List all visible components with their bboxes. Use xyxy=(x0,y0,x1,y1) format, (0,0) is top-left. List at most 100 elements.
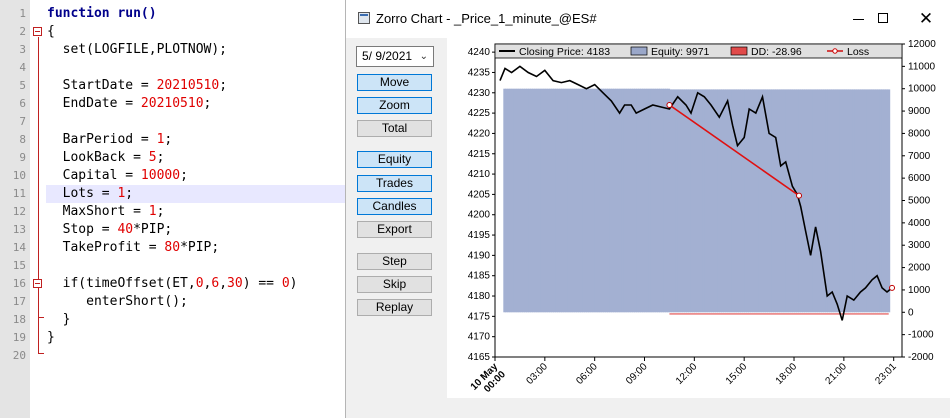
line-number: 12 xyxy=(12,205,26,218)
chart-export-button[interactable]: Export xyxy=(357,221,432,238)
chart-replay-button[interactable]: Replay xyxy=(357,299,432,316)
equity-bar xyxy=(569,88,573,313)
line-number: 10 xyxy=(12,169,26,182)
code-line[interactable]: Capital = 10000; xyxy=(47,167,188,185)
equity-bar xyxy=(717,89,720,313)
equity-bar xyxy=(681,89,685,313)
code-line[interactable]: { xyxy=(47,23,55,41)
equity-bar xyxy=(879,89,882,313)
code-line[interactable]: set(LOGFILE,PLOTNOW); xyxy=(47,41,227,59)
equity-bar xyxy=(746,89,749,313)
close-marker xyxy=(889,284,896,291)
horizontal-scrollbar[interactable] xyxy=(447,398,950,418)
equity-bar xyxy=(615,88,619,313)
fold-toggle-icon[interactable] xyxy=(33,27,42,36)
equity-bar xyxy=(868,89,872,313)
code-token: ; xyxy=(164,132,173,147)
code-line[interactable]: } xyxy=(47,329,55,347)
equity-bar xyxy=(827,89,830,313)
legend-swatch-loss-marker xyxy=(832,48,838,54)
equity-bar xyxy=(690,89,693,313)
code-token: ; xyxy=(125,186,134,201)
chart-step-button[interactable]: Step xyxy=(357,253,432,270)
x-tick-label: 03:00 xyxy=(524,361,550,387)
chart-total-button[interactable]: Total xyxy=(357,120,432,137)
code-line[interactable]: StartDate = 20210510; xyxy=(47,77,227,95)
equity-bar xyxy=(592,88,596,313)
code-line[interactable]: function run() xyxy=(47,5,157,23)
equity-bar xyxy=(611,88,614,313)
equity-bar xyxy=(588,88,592,313)
y-left-tick-label: 4200 xyxy=(468,210,491,221)
equity-bar xyxy=(613,88,617,313)
equity-bar xyxy=(544,88,548,313)
chart-equity-button[interactable]: Equity xyxy=(357,151,432,168)
title-bar[interactable]: Zorro Chart - _Price_1_minute_@ES# ✕ xyxy=(346,0,950,38)
equity-bar xyxy=(654,88,658,313)
equity-bar xyxy=(812,89,816,313)
equity-bar xyxy=(584,88,587,313)
line-number: 9 xyxy=(19,151,26,164)
equity-bar xyxy=(802,89,805,313)
chart-trades-button[interactable]: Trades xyxy=(357,175,432,192)
code-line[interactable]: TakeProfit = 80*PIP; xyxy=(47,239,220,257)
y-left-tick-label: 4225 xyxy=(468,108,491,119)
equity-bar xyxy=(727,89,731,313)
equity-bar xyxy=(756,89,760,313)
code-token: 0 xyxy=(281,276,290,291)
date-select[interactable]: 5/ 9/2021 ⌄ xyxy=(356,46,434,67)
code-line[interactable]: Stop = 40*PIP; xyxy=(47,221,173,239)
equity-bar xyxy=(748,89,751,313)
current-line-highlight xyxy=(46,185,345,203)
equity-bar xyxy=(563,88,567,313)
chart-move-button[interactable]: Move xyxy=(357,74,432,91)
fold-toggle-icon[interactable] xyxy=(33,279,42,288)
x-tick-label: 18:00 xyxy=(774,361,800,387)
close-button[interactable]: ✕ xyxy=(918,9,934,28)
line-number: 19 xyxy=(12,331,26,344)
code-line[interactable]: Lots = 1; xyxy=(47,185,133,203)
code-token: 10000 xyxy=(140,168,181,183)
chart-candles-button[interactable]: Candles xyxy=(357,198,432,215)
code-line[interactable]: BarPeriod = 1; xyxy=(47,131,173,149)
equity-bar xyxy=(698,89,702,313)
equity-bar xyxy=(750,89,754,313)
code-token: Lots = xyxy=(47,186,118,201)
code-line[interactable]: enterShort(); xyxy=(47,293,188,311)
code-line[interactable]: EndDate = 20210510; xyxy=(47,95,212,113)
code-line[interactable]: LookBack = 5; xyxy=(47,149,165,167)
code-editor[interactable]: 1 2 3 4 5 6 7 8 9 10 11 12 13 14 15 16 17 18 19 20 function … xyxy=(0,0,345,418)
code-line[interactable]: } xyxy=(47,311,71,329)
equity-bar xyxy=(870,89,874,313)
y-right-tick-label: 11000 xyxy=(908,61,936,72)
code-token: 0 xyxy=(195,276,204,291)
loss-entry-marker xyxy=(666,101,673,108)
chart-area[interactable]: 4165 4170 4175 4180 4185 4190 4195 4200 4205 4210… xyxy=(447,38,950,400)
code-token: 6 xyxy=(211,276,220,291)
x-tick-label-line: 18:00 xyxy=(774,361,800,387)
chart-skip-button[interactable]: Skip xyxy=(357,276,432,293)
equity-bar xyxy=(567,88,571,313)
x-tick-label-line: 21:00 xyxy=(824,361,850,387)
line-number: 3 xyxy=(19,43,26,56)
equity-bar xyxy=(711,89,714,313)
equity-bar xyxy=(659,88,662,313)
maximize-button[interactable] xyxy=(863,6,903,32)
x-tick-label: 12:00 xyxy=(674,361,700,387)
equity-bar xyxy=(877,89,880,313)
code-token: Stop = xyxy=(47,222,118,237)
equity-bar xyxy=(625,88,629,313)
y-right-tick-label: 5000 xyxy=(908,196,931,207)
y-left-tick-label: 4230 xyxy=(468,88,491,99)
equity-bar xyxy=(752,89,756,313)
zorro-chart-window: Zorro Chart - _Price_1_minute_@ES# ✕ 5/ … xyxy=(345,0,950,418)
equity-bar xyxy=(596,88,600,313)
equity-bar xyxy=(571,88,575,313)
code-token: 1 xyxy=(148,204,157,219)
equity-bar xyxy=(887,89,891,313)
code-line[interactable]: if(timeOffset(ET,0,6,30) == 0) xyxy=(47,275,298,293)
chart-zoom-button[interactable]: Zoom xyxy=(357,97,432,114)
minimize-button[interactable] xyxy=(839,6,879,32)
x-tick-label: 23:01 xyxy=(873,361,899,387)
code-line[interactable]: MaxShort = 1; xyxy=(47,203,165,221)
